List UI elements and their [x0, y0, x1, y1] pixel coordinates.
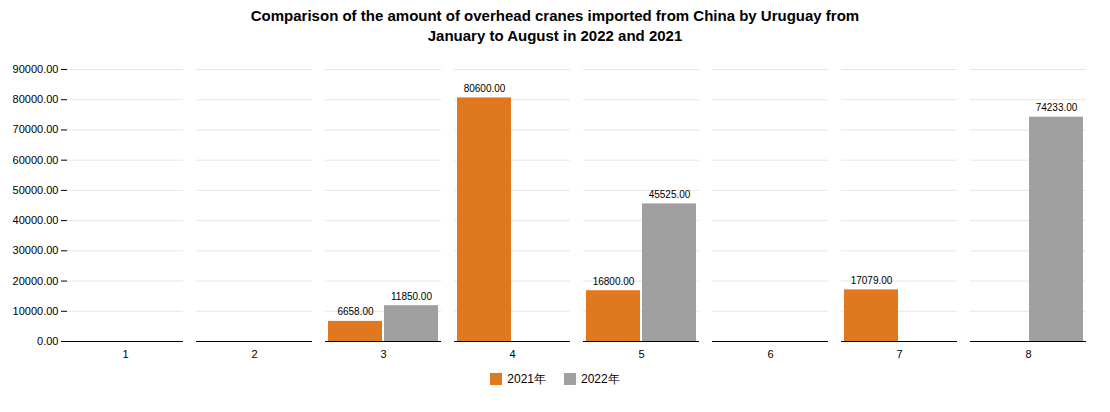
svg-text:40000.00: 40000.00 — [13, 214, 59, 226]
svg-text:8: 8 — [1025, 348, 1031, 360]
svg-text:5: 5 — [638, 348, 644, 360]
svg-text:50000.00: 50000.00 — [13, 183, 59, 195]
svg-text:16800.00: 16800.00 — [593, 275, 635, 286]
html-text:2022年: 2022年 — [581, 371, 620, 386]
svg-text:2: 2 — [251, 348, 257, 360]
svg-text:90000.00: 90000.00 — [13, 63, 59, 75]
svg-text:4: 4 — [509, 348, 515, 360]
svg-text:10000.00: 10000.00 — [13, 304, 59, 316]
svg-text:7: 7 — [896, 348, 902, 360]
svg-text:6658.00: 6658.00 — [337, 306, 374, 317]
svg-text:80000.00: 80000.00 — [13, 93, 59, 105]
svg-text:20000.00: 20000.00 — [13, 274, 59, 286]
svg-text:70000.00: 70000.00 — [13, 123, 59, 135]
svg-text:60000.00: 60000.00 — [13, 153, 59, 165]
svg-text:45525.00: 45525.00 — [649, 188, 691, 199]
svg-text:74233.00: 74233.00 — [1036, 102, 1078, 113]
svg-text:1: 1 — [122, 348, 128, 360]
html-text:2021年: 2021年 — [507, 371, 546, 386]
svg-text:80600.00: 80600.00 — [464, 82, 506, 93]
svg-text:0.00: 0.00 — [37, 335, 58, 347]
html-text:Comparison of the amount of ov: Comparison of the amount of overhead cra… — [250, 7, 860, 45]
svg-text:17079.00: 17079.00 — [851, 274, 893, 285]
svg-text:3: 3 — [380, 348, 386, 360]
svg-text:30000.00: 30000.00 — [13, 244, 59, 256]
svg-text:6: 6 — [767, 348, 773, 360]
svg-text:11850.00: 11850.00 — [391, 290, 432, 301]
